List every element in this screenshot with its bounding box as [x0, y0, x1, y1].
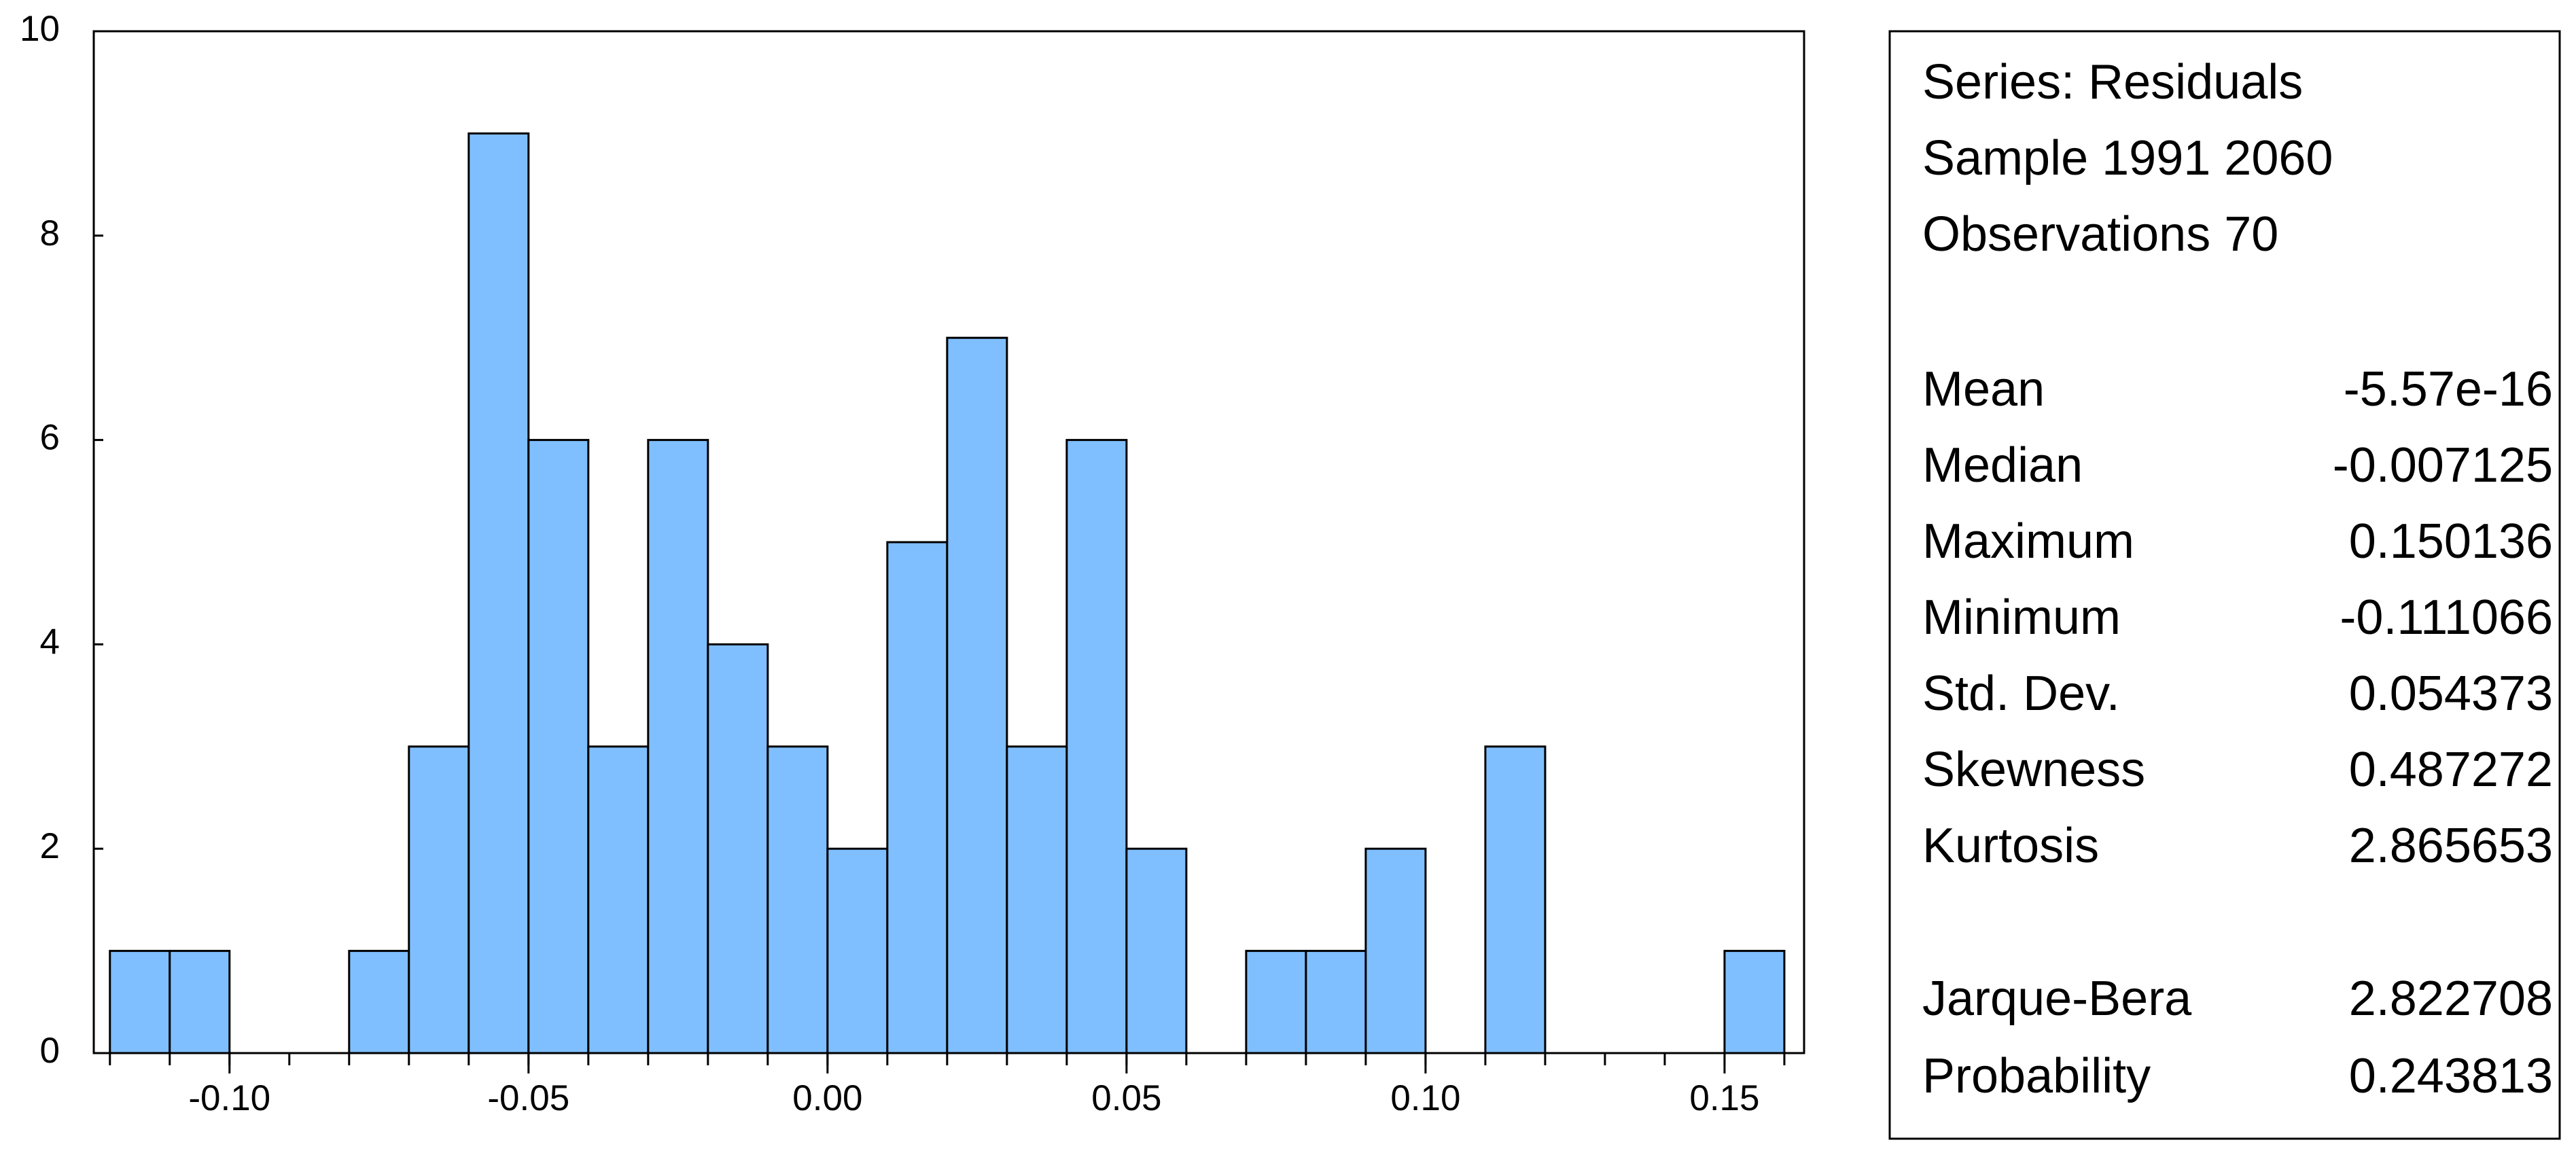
stat-value: 2.865653: [2349, 819, 2553, 873]
stat-label: Maximum: [1922, 514, 2134, 569]
stats-header: Observations 70: [1922, 207, 2278, 262]
stat-label: Kurtosis: [1922, 819, 2099, 873]
stat-value: 0.487272: [2349, 743, 2553, 797]
bar: [169, 950, 231, 1054]
y-tick-label: 6: [40, 418, 60, 458]
stat-label: Std. Dev.: [1922, 667, 2120, 721]
bar: [527, 439, 590, 1054]
stat-value: 0.150136: [2349, 514, 2553, 569]
stat-label: Median: [1922, 438, 2083, 493]
stat-label: Skewness: [1922, 743, 2145, 797]
bar: [766, 745, 829, 1054]
bar: [348, 950, 410, 1054]
test-value: 2.822708: [2349, 972, 2553, 1026]
test-label: Probability: [1922, 1049, 2151, 1103]
y-tick-label: 2: [40, 826, 60, 866]
stat-value: 0.054373: [2349, 667, 2553, 721]
test-label: Jarque-Bera: [1922, 972, 2192, 1026]
x-tick-label: 0.05: [1091, 1078, 1161, 1118]
y-tick-label: 8: [40, 213, 60, 253]
bar: [1125, 847, 1188, 1054]
stat-label: Minimum: [1922, 590, 2121, 645]
y-tick-label: 4: [40, 622, 60, 662]
stats-frame: [1888, 30, 2561, 1140]
bar: [587, 745, 650, 1054]
stat-value: -0.111066: [2340, 590, 2553, 645]
bar: [946, 336, 1008, 1054]
y-tick-label: 0: [40, 1031, 60, 1071]
bar: [647, 439, 709, 1054]
y-tick-label: 10: [20, 9, 60, 49]
x-tick-label: 0.00: [792, 1078, 862, 1118]
x-tick-label: -0.10: [188, 1078, 270, 1118]
x-tick-label: -0.05: [487, 1078, 569, 1118]
stat-value: -0.007125: [2333, 438, 2553, 493]
stats-header: Sample 1991 2060: [1922, 131, 2333, 185]
bar: [886, 541, 949, 1054]
bar: [467, 132, 530, 1054]
test-value: 0.243813: [2349, 1049, 2553, 1103]
bar: [1364, 847, 1427, 1054]
stats-header: Series: Residuals: [1922, 55, 2303, 109]
bar: [1006, 745, 1068, 1054]
bar: [1484, 745, 1547, 1054]
bar: [1305, 950, 1367, 1054]
stat-label: Mean: [1922, 362, 2045, 416]
bar: [109, 950, 171, 1054]
bar: [1065, 439, 1128, 1054]
stat-value: -5.57e-16: [2344, 362, 2553, 416]
bar: [826, 847, 889, 1054]
bar: [1245, 950, 1307, 1054]
x-tick-label: 0.10: [1390, 1078, 1460, 1118]
x-tick-label: 0.15: [1689, 1078, 1759, 1118]
bar: [1723, 950, 1786, 1054]
bar: [408, 745, 470, 1054]
bar: [707, 643, 769, 1054]
